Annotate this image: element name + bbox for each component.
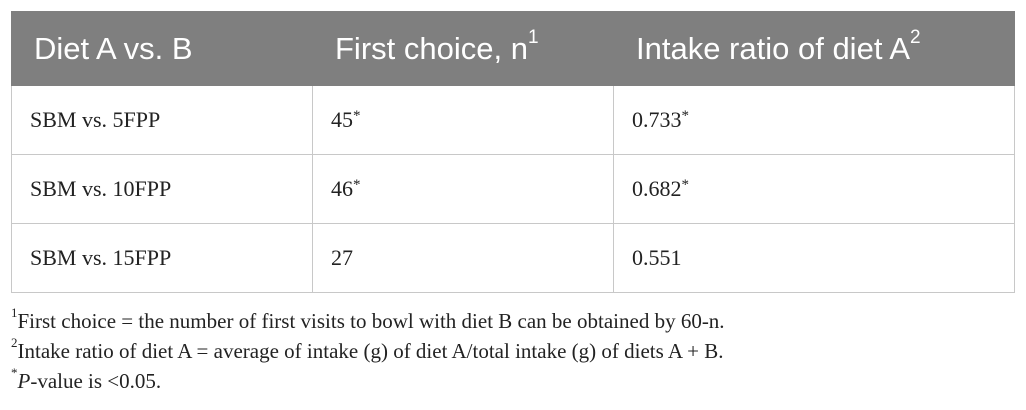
diet-preference-table: Diet A vs. B First choice, n1 Intake rat… [11, 11, 1015, 293]
footnote-1: 1First choice = the number of first visi… [11, 306, 725, 336]
footnote-marker: * [11, 365, 18, 380]
cell-first-choice: 27 [312, 223, 614, 293]
header-first-choice: First choice, n1 [312, 11, 614, 86]
footnote-marker: 1 [11, 305, 18, 320]
footnote-2: 2Intake ratio of diet A = average of int… [11, 336, 725, 366]
footnote-text: First choice = the number of first visit… [17, 309, 725, 333]
table-header: Diet A vs. B First choice, n1 Intake rat… [11, 11, 1015, 86]
significance-marker: * [353, 177, 361, 193]
data-table-container: Diet A vs. B First choice, n1 Intake rat… [11, 11, 1015, 293]
cell-diet: SBM vs. 15FPP [11, 223, 313, 293]
header-diet: Diet A vs. B [11, 11, 313, 86]
significance-marker: * [353, 108, 361, 124]
p-value-italic: P [17, 369, 31, 393]
header-first-choice-footnote-marker: 1 [527, 27, 539, 49]
table-row: SBM vs. 10FPP 46* 0.682* [11, 154, 1015, 224]
header-intake-ratio: Intake ratio of diet A2 [613, 11, 1015, 86]
significance-marker: * [681, 177, 690, 193]
table-row: SBM vs. 15FPP 27 0.551 [11, 223, 1015, 293]
cell-diet: SBM vs. 10FPP [11, 154, 313, 224]
significance-marker: * [681, 108, 690, 124]
footnote-text: Intake ratio of diet A = average of inta… [17, 339, 724, 363]
footnote-marker: 2 [11, 335, 18, 350]
footnote-text: -value is <0.05. [30, 369, 162, 393]
cell-intake-ratio: 0.733* [613, 85, 1015, 155]
cell-first-choice: 46* [312, 154, 614, 224]
table-row: SBM vs. 5FPP 45* 0.733* [11, 85, 1015, 155]
header-intake-ratio-footnote-marker: 2 [910, 27, 921, 49]
footnote-significance: *P-value is <0.05. [11, 366, 725, 396]
table-body: SBM vs. 5FPP 45* 0.733* SBM vs. 10FPP 46… [11, 85, 1015, 293]
cell-diet: SBM vs. 5FPP [11, 85, 313, 155]
header-row: Diet A vs. B First choice, n1 Intake rat… [11, 11, 1015, 86]
cell-intake-ratio: 0.551 [613, 223, 1015, 293]
table-footnotes: 1First choice = the number of first visi… [11, 306, 725, 396]
cell-first-choice: 45* [312, 85, 614, 155]
cell-intake-ratio: 0.682* [613, 154, 1015, 224]
